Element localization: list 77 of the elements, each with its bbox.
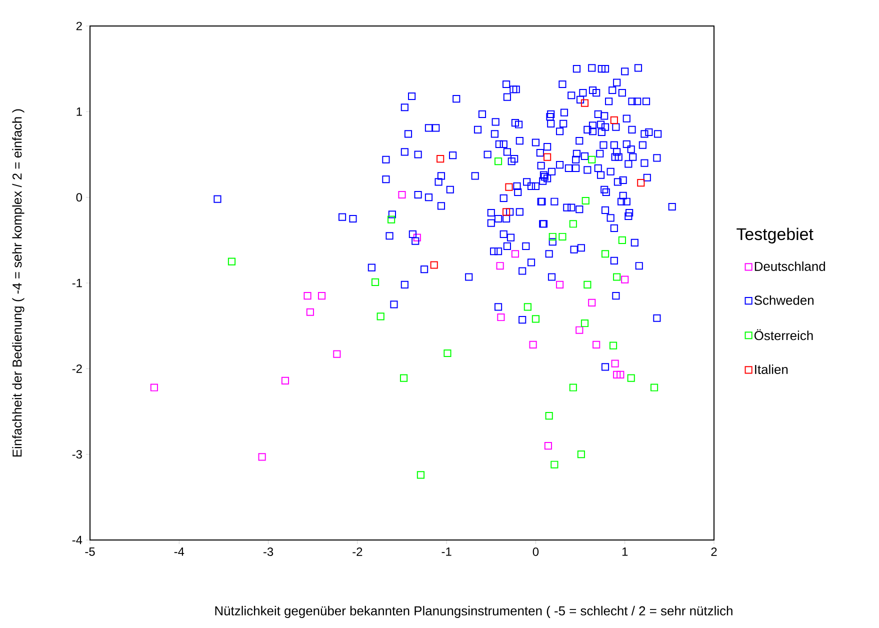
point (444, 349, 452, 358)
point (582, 196, 590, 205)
y-tick-label: -1 (72, 278, 82, 288)
point (550, 460, 558, 468)
point (588, 156, 596, 164)
point (544, 442, 552, 450)
x-tick-label: 1 (622, 548, 628, 556)
y-tick-label: 0 (76, 193, 82, 202)
point (318, 292, 326, 300)
y-tick-label: 2 (76, 22, 82, 30)
point (371, 278, 380, 286)
point (496, 262, 504, 270)
point (524, 303, 532, 311)
point (650, 384, 658, 392)
point (601, 250, 610, 258)
legend-label: Italien (755, 364, 788, 374)
point (505, 183, 513, 191)
legend-label: Schweden (754, 295, 814, 305)
point (637, 178, 645, 187)
point (333, 350, 341, 358)
point (398, 190, 406, 199)
point (610, 116, 618, 124)
x-tick-label: 2 (711, 548, 717, 556)
point (545, 412, 553, 420)
point (532, 315, 540, 323)
point (511, 250, 520, 258)
point (592, 340, 600, 348)
point (627, 374, 635, 382)
point (502, 208, 510, 216)
y-axis-title: Einfachheit der Bedienung ( -4 = sehr komplex / 2 = einfach ) (12, 109, 24, 457)
point (558, 232, 566, 241)
point (228, 258, 236, 266)
point (621, 276, 629, 284)
point (569, 220, 577, 228)
point (584, 280, 592, 289)
point (281, 376, 290, 384)
point (580, 99, 589, 107)
legend-label: Österreich (754, 329, 813, 340)
point (569, 384, 577, 392)
point (613, 370, 621, 378)
x-axis-title: Nützlichkeit gegenüber bekannten Planungsinstrumenten ( -5 = schlecht / 2 = sehr nützlich (215, 606, 732, 618)
point (609, 342, 618, 350)
y-tick-label: -4 (72, 536, 82, 544)
point (576, 326, 584, 334)
point (544, 153, 552, 161)
point (613, 273, 621, 281)
x-tick-label: -4 (174, 548, 184, 556)
y-tick-label: 1 (76, 108, 82, 116)
point (376, 312, 384, 320)
point (430, 261, 438, 269)
point (304, 292, 312, 300)
y-tick-label: -3 (72, 450, 82, 459)
x-tick-label: -2 (352, 548, 362, 556)
point (616, 370, 624, 378)
point (618, 236, 626, 244)
x-tick-label: -1 (442, 548, 452, 556)
x-tick-label: -3 (264, 548, 274, 556)
point (413, 234, 421, 242)
point (258, 453, 266, 461)
point (416, 471, 425, 479)
legend-label: Deutschland (754, 261, 826, 271)
point (150, 384, 158, 392)
x-tick-label: 0 (532, 548, 539, 556)
point (529, 340, 537, 348)
point (306, 308, 314, 316)
x-tick-label: -5 (85, 548, 95, 556)
point (588, 298, 596, 306)
point (580, 319, 589, 328)
point (577, 450, 585, 458)
y-tick-label: -2 (72, 364, 82, 373)
point (611, 360, 619, 368)
legend-title: Testgebiet (736, 228, 814, 244)
point (497, 313, 505, 322)
point (556, 280, 564, 289)
point (400, 374, 408, 382)
point (494, 158, 502, 166)
point (436, 154, 444, 163)
